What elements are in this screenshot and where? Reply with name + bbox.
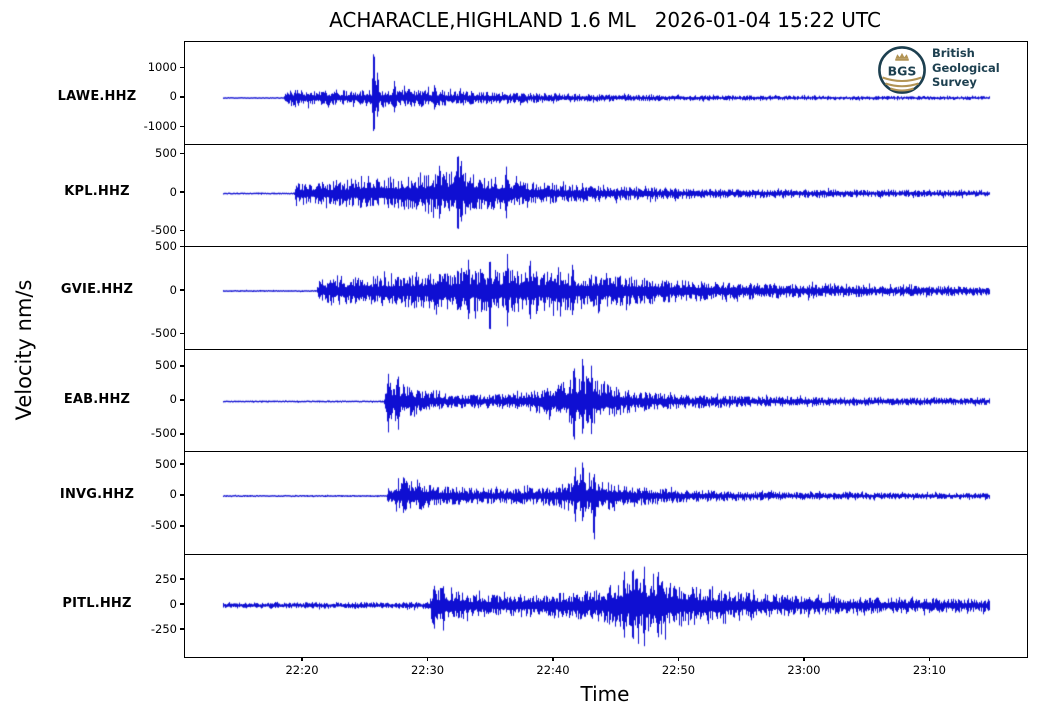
- y-tick-mark: [180, 433, 184, 435]
- bgs-logo: BGS British Geological Survey: [876, 44, 1022, 94]
- logo-text-line2: Geological: [932, 60, 1000, 75]
- bgs-roundel-icon: BGS: [878, 46, 926, 94]
- plot-area: [184, 41, 1028, 658]
- y-tick-mark: [180, 603, 184, 605]
- y-tick-mark: [180, 578, 184, 580]
- y-tick-label: -1000: [143, 118, 177, 133]
- y-tick-label: 250: [155, 571, 177, 586]
- x-tick-mark: [928, 657, 930, 661]
- y-tick-mark: [180, 125, 184, 128]
- y-tick-mark: [180, 463, 184, 465]
- waveform-trace: [185, 144, 1027, 247]
- station-panel: [185, 144, 1027, 247]
- station-panel: [185, 42, 1027, 145]
- y-tick-mark: [180, 525, 184, 527]
- station-panel: [185, 554, 1027, 658]
- x-tick-mark: [426, 657, 429, 661]
- x-tick-label: 22:50: [661, 663, 696, 677]
- y-tick-mark: [180, 365, 184, 367]
- y-tick-mark: [180, 66, 184, 69]
- station-label: PITL.HHZ: [62, 596, 132, 611]
- x-tick-mark: [803, 657, 805, 661]
- y-tick-mark: [180, 229, 184, 232]
- y-tick-label: 0: [169, 89, 177, 104]
- station-label: INVG.HHZ: [59, 486, 135, 502]
- y-tick-label: 0: [169, 596, 177, 611]
- station-panel: [185, 452, 1027, 555]
- y-tick-mark: [180, 152, 184, 155]
- station-label: LAWE.HHZ: [57, 88, 137, 104]
- x-axis-label: Time: [580, 682, 630, 706]
- x-tick-label: 23:10: [912, 663, 946, 677]
- x-tick-label: 23:00: [787, 663, 821, 677]
- waveform-trace: [185, 349, 1027, 452]
- y-tick-label: 500: [155, 456, 177, 471]
- y-tick-mark: [180, 494, 184, 496]
- y-tick-label: -500: [150, 326, 177, 341]
- y-tick-label: 500: [155, 358, 177, 373]
- y-tick-label: -500: [150, 518, 177, 533]
- station-label: EAB.HHZ: [63, 391, 131, 407]
- y-axis-label: Velocity nm/s: [12, 279, 36, 421]
- logo-text-line1: British: [932, 46, 975, 60]
- y-tick-mark: [180, 628, 184, 630]
- y-tick-label: 500: [155, 146, 177, 160]
- x-tick-label: 22:40: [536, 663, 570, 677]
- y-tick-mark: [180, 245, 184, 248]
- waveform-trace: [185, 554, 1027, 657]
- x-tick-mark: [677, 657, 680, 661]
- x-tick-label: 22:30: [410, 663, 445, 677]
- x-tick-mark: [552, 657, 554, 661]
- station-label: KPL.HHZ: [64, 184, 130, 200]
- y-tick-label: 0: [169, 487, 177, 502]
- figure-title: ACHARACLE,HIGHLAND 1.6 ML 2026-01-04 15:…: [329, 8, 881, 32]
- y-tick-label: 0: [169, 392, 177, 407]
- y-tick-label: 0: [169, 184, 177, 199]
- logo-text-line3: Survey: [932, 75, 977, 89]
- waveform-trace: [185, 247, 1027, 349]
- y-tick-mark: [180, 289, 184, 291]
- waveform-trace: [185, 42, 1027, 144]
- station-panel: [185, 247, 1027, 350]
- x-tick-label: 22:20: [285, 663, 319, 677]
- y-tick-label: -500: [150, 426, 177, 441]
- y-tick-mark: [180, 399, 184, 401]
- y-tick-label: 500: [155, 239, 177, 254]
- bgs-abbr-text: BGS: [888, 64, 917, 79]
- y-tick-label: -250: [150, 621, 177, 636]
- y-tick-mark: [180, 191, 184, 193]
- y-tick-label: 1000: [147, 59, 177, 74]
- y-tick-label: -500: [150, 223, 177, 238]
- y-tick-label: 0: [169, 282, 177, 297]
- station-panel: [185, 349, 1027, 452]
- y-tick-mark: [180, 96, 184, 98]
- y-tick-mark: [180, 332, 184, 335]
- waveform-trace: [185, 452, 1027, 554]
- x-tick-mark: [301, 657, 303, 661]
- station-label: GVIE.HHZ: [60, 282, 134, 298]
